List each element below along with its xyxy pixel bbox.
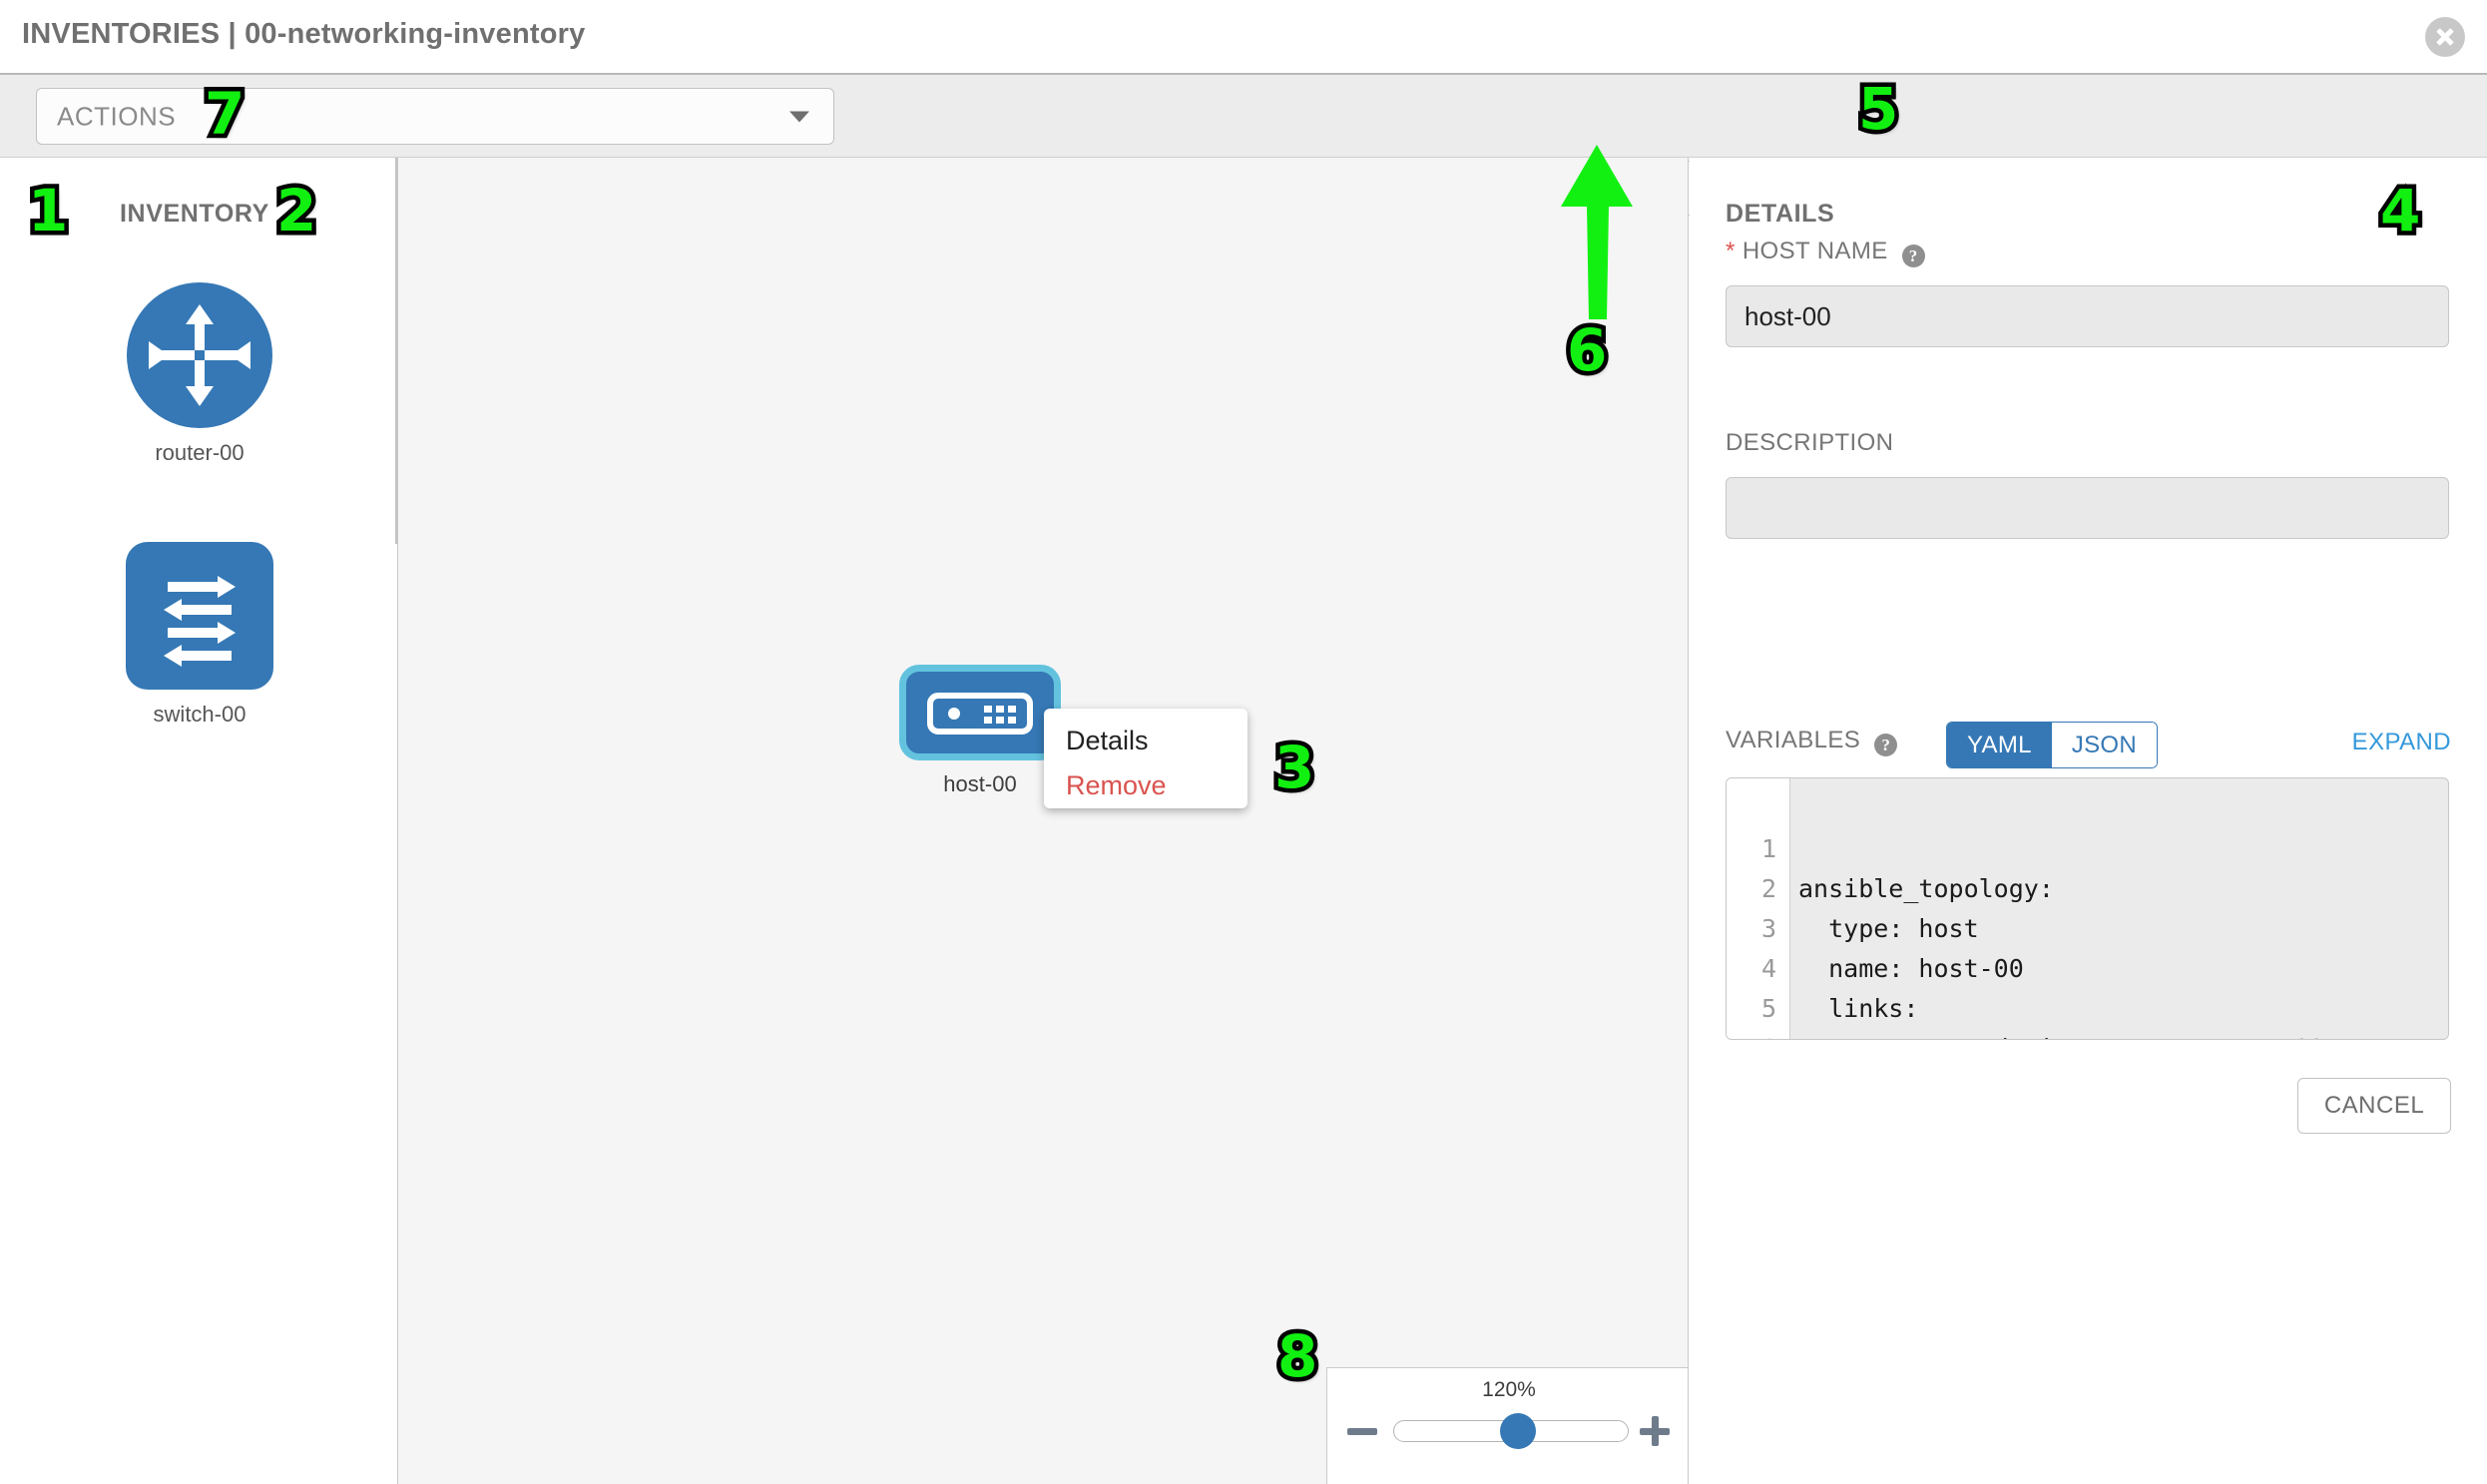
line-number: 4 (1760, 954, 1776, 983)
code-line: 4 links: (1727, 909, 2448, 1023)
actions-dropdown-label: ACTIONS (57, 101, 177, 131)
zoom-in-button[interactable] (1640, 1416, 1670, 1446)
zoom-level-label: 120% (1482, 1378, 1536, 1401)
line-text: ansible_topology: (1798, 874, 2054, 903)
code-line: 6 name: eth0 (1727, 989, 2448, 1039)
code-gutter (1727, 778, 1790, 1039)
code-line: 1 ansible_topology: (1727, 789, 2448, 903)
sidebar-divider (395, 158, 397, 544)
annotation-marker-5: 5 (1853, 75, 1902, 143)
host-name-field[interactable]: host-00 (1726, 285, 2449, 347)
host-name-label-text: HOST NAME (1741, 238, 1888, 264)
server-icon (927, 693, 1033, 735)
annotation-marker-8: 8 (1272, 1322, 1321, 1390)
inventory-sidebar-title: INVENTORY (120, 200, 269, 228)
variables-label: VARIABLES ? (1726, 727, 1898, 756)
topology-canvas[interactable]: host-00 120% (397, 158, 1689, 1484)
switch-icon (126, 542, 273, 690)
router-icon (127, 282, 272, 428)
variables-format-toggle[interactable]: YAML JSON (1946, 722, 2158, 768)
description-label: DESCRIPTION (1726, 429, 1894, 456)
variables-label-text: VARIABLES (1726, 727, 1861, 753)
code-line: 5 - remote_device_name: router-00 (1727, 949, 2448, 1039)
annotation-marker-1: 1 (23, 177, 72, 245)
line-number: 3 (1760, 914, 1776, 943)
title-bar: INVENTORIES | 00-networking-inventory (0, 0, 2487, 73)
close-icon[interactable] (2425, 17, 2465, 57)
line-number: 2 (1760, 874, 1776, 903)
line-number: 5 (1760, 994, 1776, 1023)
annotation-marker-6: 6 (1562, 316, 1611, 384)
details-panel: DETAILS * HOST NAME ? host-00 DESCRIPTIO… (1690, 158, 2487, 1484)
plus-icon-vertical (1651, 1416, 1659, 1446)
zoom-slider-thumb[interactable] (1500, 1413, 1537, 1449)
sidebar-item-router-00[interactable]: router-00 (127, 282, 272, 465)
minus-icon (1347, 1428, 1377, 1435)
node-context-menu: Details Remove (1044, 709, 1247, 808)
description-field[interactable] (1726, 477, 2449, 539)
chevron-down-icon (789, 111, 809, 122)
variables-code-editor[interactable]: 1 ansible_topology: 2 type: host 3 name:… (1726, 777, 2449, 1040)
context-menu-item-details[interactable]: Details (1066, 726, 1149, 755)
details-panel-title: DETAILS (1726, 200, 1835, 228)
canvas-node-host-00[interactable] (899, 665, 1061, 760)
pointer-arrow-up-icon (1561, 145, 1633, 319)
line-text: links: (1798, 994, 1919, 1023)
sidebar-item-switch-00[interactable]: switch-00 (126, 542, 273, 727)
host-name-label: * HOST NAME ? (1726, 238, 1925, 267)
annotation-marker-4: 4 (2375, 177, 2424, 245)
cancel-button[interactable]: CANCEL (2297, 1078, 2451, 1134)
zoom-out-button[interactable] (1347, 1416, 1377, 1446)
context-menu-item-remove[interactable]: Remove (1066, 770, 1167, 800)
zoom-slider[interactable] (1393, 1413, 1629, 1449)
toolbar: ACTIONS SEARCH (0, 73, 2487, 216)
code-line: 2 type: host (1727, 829, 2448, 943)
required-marker: * (1726, 238, 1736, 264)
sidebar-item-label: switch-00 (153, 702, 247, 727)
page-title: INVENTORIES | 00-networking-inventory (22, 18, 586, 50)
format-option-yaml[interactable]: YAML (1947, 723, 2052, 767)
line-text: type: host (1798, 914, 1979, 943)
canvas-node-label: host-00 (943, 771, 1017, 796)
annotation-marker-2: 2 (271, 177, 320, 245)
sidebar-item-label: router-00 (155, 440, 245, 465)
line-number: 1 (1760, 834, 1776, 863)
inventory-sidebar: INVENTORY router-00 (0, 158, 397, 1484)
expand-link[interactable]: EXPAND (2351, 729, 2451, 755)
actions-dropdown[interactable]: ACTIONS (36, 88, 834, 145)
code-line: 7 remote_interface_name: eth0 (1727, 1029, 2448, 1039)
annotation-marker-3: 3 (1269, 734, 1318, 801)
annotation-marker-7: 7 (200, 80, 249, 148)
help-icon[interactable]: ? (1874, 734, 1898, 756)
format-option-json[interactable]: JSON (2051, 723, 2157, 767)
help-icon[interactable]: ? (1901, 245, 1925, 267)
zoom-control-panel: 120% (1326, 1367, 1688, 1484)
line-number: 6 (1727, 1029, 1776, 1039)
line-text: name: host-00 (1798, 954, 2024, 983)
line-text: - remote_device_name: router-00 (1798, 1029, 2324, 1039)
code-line: 3 name: host-00 (1727, 869, 2448, 983)
